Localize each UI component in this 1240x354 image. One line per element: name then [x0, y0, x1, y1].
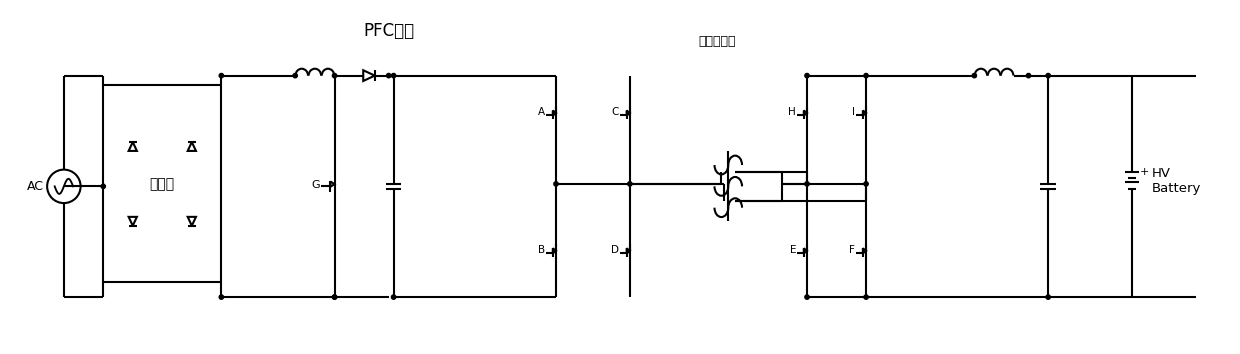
Text: I: I: [852, 107, 856, 118]
Text: H: H: [789, 107, 796, 118]
Circle shape: [332, 295, 337, 299]
Circle shape: [1047, 73, 1050, 78]
Text: E: E: [790, 245, 796, 255]
Text: 全桥变换器: 全桥变换器: [699, 35, 737, 48]
Text: 整流桥: 整流桥: [150, 177, 175, 191]
Circle shape: [392, 73, 396, 78]
Circle shape: [864, 182, 868, 186]
Text: B: B: [538, 245, 546, 255]
Circle shape: [805, 73, 810, 78]
Text: F: F: [849, 245, 856, 255]
Text: HV
Battery: HV Battery: [1152, 167, 1200, 195]
Text: A: A: [538, 107, 546, 118]
Circle shape: [1047, 295, 1050, 299]
Circle shape: [387, 73, 391, 78]
Circle shape: [972, 73, 977, 78]
Circle shape: [219, 295, 223, 299]
Circle shape: [554, 182, 558, 186]
Text: G: G: [311, 180, 320, 190]
Circle shape: [332, 73, 337, 78]
Circle shape: [1027, 73, 1030, 78]
Text: +: +: [1141, 167, 1149, 177]
Circle shape: [392, 295, 396, 299]
Circle shape: [332, 295, 337, 299]
Circle shape: [805, 295, 810, 299]
Circle shape: [219, 73, 223, 78]
Text: D: D: [611, 245, 619, 255]
Circle shape: [805, 182, 810, 186]
Circle shape: [864, 73, 868, 78]
Text: AC: AC: [26, 180, 43, 193]
Text: C: C: [611, 107, 619, 118]
Text: PFC校正: PFC校正: [363, 22, 414, 40]
Circle shape: [627, 182, 632, 186]
Circle shape: [102, 184, 105, 189]
Circle shape: [293, 73, 298, 78]
Bar: [103, 85, 222, 282]
Circle shape: [864, 295, 868, 299]
